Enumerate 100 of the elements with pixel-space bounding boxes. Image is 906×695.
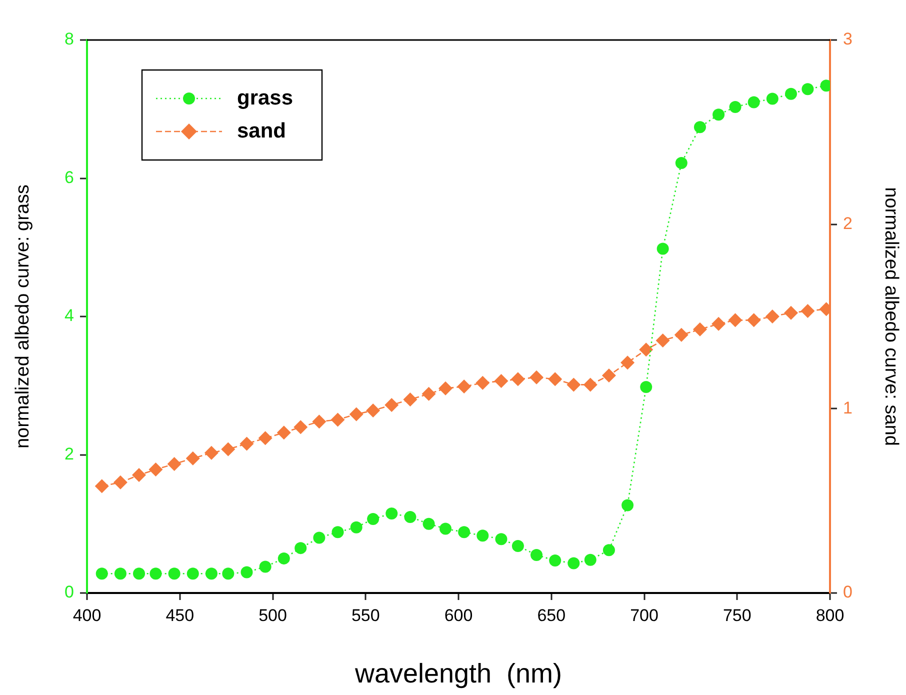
point [656,242,669,255]
point [204,446,218,460]
point [675,157,688,170]
point [495,533,508,546]
point [278,552,290,564]
point [766,92,778,105]
point [622,499,634,512]
x-tick-label: 500 [258,606,287,625]
point [167,456,182,471]
point [384,398,399,412]
y2-axis-title: normalized albedo curve: sand [880,187,902,446]
point [602,544,615,556]
point [549,554,562,567]
point [367,513,380,526]
point [802,83,814,96]
point [583,378,598,392]
point [438,381,452,396]
point [620,356,635,370]
point [512,540,524,552]
y2-tick-label: 2 [843,214,852,234]
point [784,306,798,320]
point [784,88,797,100]
point [366,404,380,418]
point [530,370,544,384]
point [568,557,580,570]
point [222,568,234,580]
point [403,392,418,406]
y2-tick-label: 3 [843,30,852,49]
point [765,310,780,324]
point [313,532,326,544]
y-tick-label: 0 [64,582,74,602]
point [386,508,398,520]
x-tick-label: 450 [166,606,194,625]
point [476,530,489,542]
point [639,342,654,357]
y-axis-title: normalized albedo curve: grass [12,184,34,449]
point [205,568,218,580]
point [746,313,761,328]
point [748,96,760,108]
point [800,304,815,318]
x-tick-label: 800 [816,606,844,625]
point [349,407,364,422]
x-tick-label: 700 [630,606,658,625]
point [566,378,581,392]
point [494,374,508,388]
point [96,568,108,580]
y-tick-label: 4 [64,306,74,326]
point [312,414,326,429]
point [422,386,436,401]
y2-tick-label: 1 [843,398,852,418]
point [674,328,688,342]
point [330,412,345,427]
point [548,372,562,386]
point [457,380,472,394]
point [240,566,253,578]
x-tick-label: 650 [537,606,566,625]
point [694,121,706,134]
point [422,518,435,530]
point [94,479,109,494]
y-tick-label: 6 [64,168,74,187]
point [584,554,596,566]
x-tick-label: 400 [72,606,102,625]
point [259,560,272,573]
point [168,568,180,580]
point [240,436,254,451]
point [113,475,128,490]
point [132,468,146,482]
point [332,526,344,538]
x-axis-title: wavelength (nm) [354,658,562,688]
point [133,568,146,580]
point [640,381,652,394]
point [602,368,616,382]
point [276,426,291,440]
point [712,316,726,331]
point [692,322,707,336]
point [148,462,163,476]
point [728,313,742,328]
legend-label: sand [237,119,286,142]
x-tick-label: 550 [351,606,380,625]
point [294,420,308,434]
point [350,521,362,534]
point [458,526,470,538]
point [294,542,307,554]
x-tick-label: 750 [722,606,752,625]
point [186,568,199,580]
point [114,568,126,580]
point [258,431,272,446]
point [510,372,525,386]
point [729,101,742,114]
x-tick-label: 600 [444,606,473,625]
point [712,108,725,121]
point [404,510,416,523]
legend-label: grass [237,86,294,110]
point [656,333,670,348]
point [440,522,452,535]
point [221,442,236,456]
point [186,451,200,466]
y2-tick-label: 0 [843,582,852,602]
point [530,548,543,561]
y-tick-label: 8 [64,30,74,49]
